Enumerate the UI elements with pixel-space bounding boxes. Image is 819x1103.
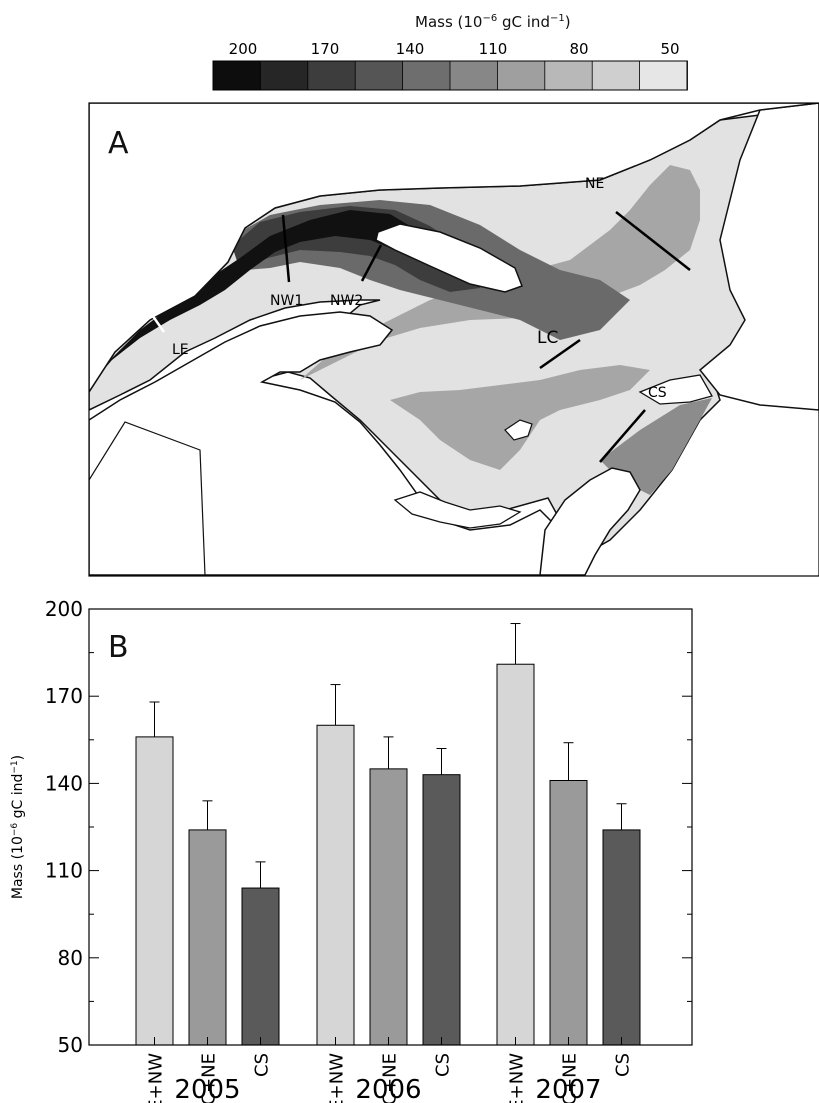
section-line-le [148, 311, 166, 333]
anticosti-island [375, 223, 523, 293]
section-line-nw2 [360, 244, 383, 282]
y-tick-label: 50 [58, 1033, 83, 1057]
category-label: LC+NE [199, 1053, 220, 1103]
colorbar-cell [259, 60, 309, 91]
y-tick-label: 110 [45, 859, 83, 883]
category-label: LC+NE [560, 1053, 581, 1103]
chart-frame [88, 608, 693, 1046]
section-line-nw1 [281, 214, 291, 283]
province-border [89, 421, 206, 576]
colorbar-tick: 140 [396, 40, 425, 58]
colorbar-cell [354, 60, 404, 91]
colorbar-tick: 200 [229, 40, 258, 58]
section-line-ne [615, 211, 691, 271]
colorbar-tick: 110 [479, 40, 508, 58]
y-tick-label: 140 [45, 771, 83, 795]
category-label: LC+NE [380, 1053, 401, 1103]
newfoundland [698, 103, 819, 411]
colorbar-cell [639, 60, 688, 91]
y-tick-label: 200 [45, 597, 83, 621]
northern-land [89, 103, 819, 394]
mass-zone-medium [390, 365, 650, 470]
category-label: CS [252, 1053, 273, 1077]
colorbar-cell [544, 60, 594, 91]
colorbar-cell [307, 60, 357, 91]
y-tick-label: 80 [58, 946, 83, 970]
year-label: 2006 [355, 1075, 421, 1103]
colorbar-cell [496, 60, 546, 91]
map-panel: A NE NW1 NW2 LE LC CS [88, 102, 819, 577]
category-label: LE+NW [146, 1053, 167, 1103]
colorbar-title: Mass (10−6 gC ind−1) [415, 13, 571, 31]
colorbar-tick: 170 [311, 40, 340, 58]
bar [422, 774, 461, 1046]
southern-land [89, 311, 571, 576]
colorbar-cell [212, 60, 262, 91]
category-label: CS [613, 1053, 634, 1077]
bar [549, 779, 588, 1046]
bar [369, 768, 408, 1046]
bar-chart: 50 80 110 140 170 200 LE+NW LC+NE CS 2005 LE+NW LC+… [10, 597, 693, 1103]
section-line-cs [599, 409, 646, 463]
year-label: 2007 [535, 1075, 601, 1103]
bar [241, 887, 280, 1046]
map-frame [88, 102, 819, 577]
colorbar: Mass (10−6 gC ind−1) 200 170 140 110 80 … [212, 13, 688, 91]
cape-breton [539, 467, 641, 576]
section-label-nw1: NW1 [270, 293, 303, 309]
magdalen-islands [504, 419, 533, 441]
bar [135, 736, 174, 1046]
section-label-lc: LC [537, 328, 558, 348]
section-label-le: LE [172, 342, 189, 358]
bar [496, 663, 535, 1046]
cabot-strait-land [638, 374, 713, 405]
pei-island [393, 491, 522, 529]
section-line-lc [539, 338, 581, 370]
colorbar-cell [449, 60, 499, 91]
colorbar-tick: 50 [660, 40, 679, 58]
map-panel-label: A [108, 126, 129, 161]
bar [602, 829, 641, 1046]
y-tick-label: 170 [45, 684, 83, 708]
mass-zone-medium [600, 398, 712, 495]
section-label-ne: NE [585, 176, 604, 192]
section-label-nw2: NW2 [330, 293, 363, 309]
category-label: LE+NW [507, 1053, 528, 1103]
category-label: CS [433, 1053, 454, 1077]
section-label-cs: CS [648, 385, 667, 401]
colorbar-cell [591, 60, 641, 91]
bar [316, 724, 355, 1046]
bar [188, 829, 227, 1046]
colorbar-tick: 80 [569, 40, 588, 58]
colorbar-cell [402, 60, 451, 91]
y-axis-label: Mass (10−6 gC ind−1) [10, 755, 26, 899]
chart-panel-label: B [108, 630, 129, 665]
year-label: 2005 [174, 1075, 240, 1103]
category-label: LE+NW [327, 1053, 348, 1103]
mass-zone-medium [300, 165, 700, 380]
